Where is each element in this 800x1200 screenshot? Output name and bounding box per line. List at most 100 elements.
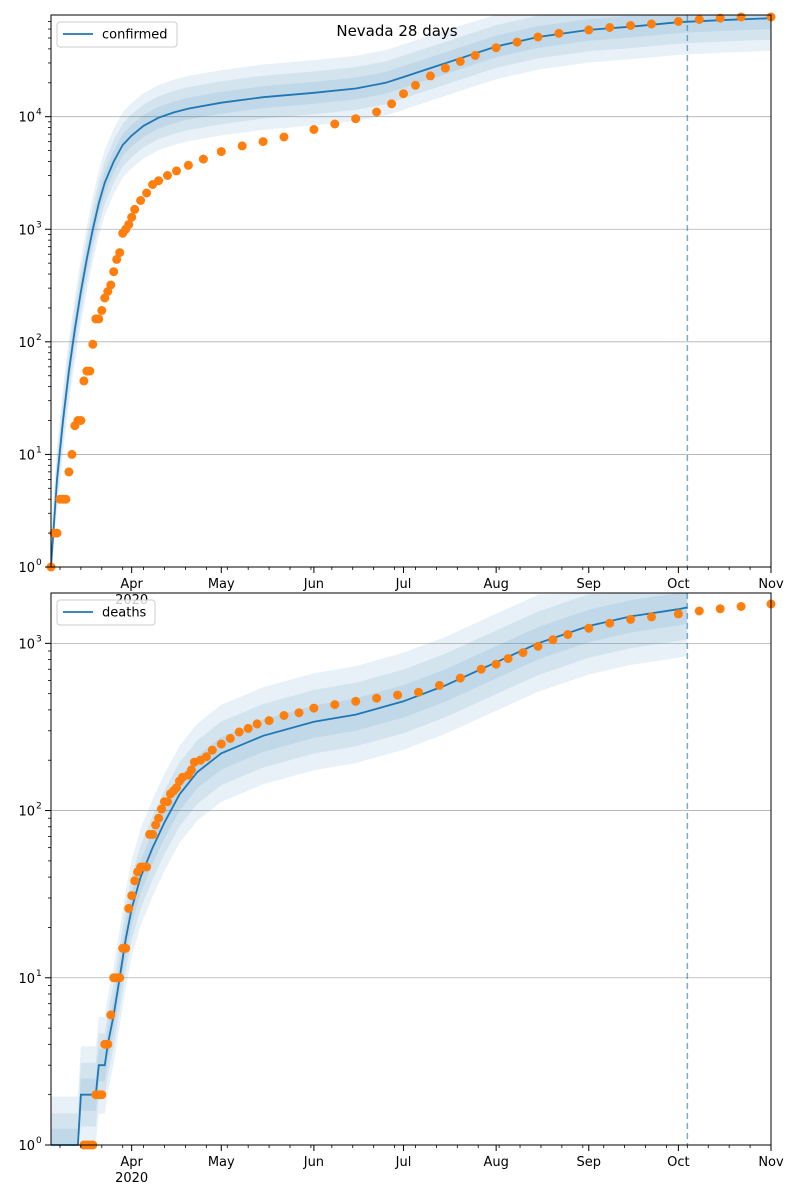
deaths-observed-point: [127, 891, 137, 901]
figure-title: Nevada 28 days: [336, 22, 457, 40]
confirmed-observed-point: [124, 220, 134, 230]
deaths-observed-point: [736, 602, 746, 611]
deaths-observed-point: [216, 739, 226, 749]
confirmed-observed-point: [64, 467, 74, 477]
deaths-observed-point: [309, 703, 319, 713]
confirmed-observed-point: [309, 125, 319, 134]
deaths-observed-point: [491, 659, 501, 669]
deaths-observed-point: [207, 745, 217, 755]
confirmed-legend-box: [56, 21, 178, 48]
confirmed-observed-point: [106, 280, 116, 290]
confirmed-axes: [50, 14, 772, 568]
deaths-observed-point: [563, 630, 573, 639]
deaths-observed-point: [103, 1039, 113, 1049]
deaths-observed-point: [157, 804, 166, 814]
confirmed-observed-point: [258, 137, 268, 147]
confirmed-observed-point: [440, 63, 450, 73]
deaths-observed-point: [234, 727, 244, 737]
deaths-observed-point: [414, 687, 423, 697]
deaths-observed-point: [294, 708, 304, 718]
deaths-observed-point: [351, 696, 361, 706]
deaths-observed-point: [124, 903, 134, 913]
deaths-observed-point: [106, 1010, 116, 1020]
confirmed-observed-point: [351, 114, 361, 124]
deaths-y-tick-exponent: 0: [36, 1136, 42, 1146]
confirmed-observed-point: [647, 19, 656, 29]
deaths-observed-point: [154, 813, 164, 823]
confirmed-observed-point: [411, 80, 420, 90]
confirmed-y-tick-label: 10: [18, 561, 35, 576]
confirmed-observed-point: [79, 376, 89, 386]
deaths-observed-point: [264, 716, 274, 726]
confirmed-band-2: [51, 15, 771, 567]
confirmed-observed-point: [136, 196, 146, 205]
confirmed-y-tick-exponent: 4: [36, 108, 42, 118]
confirmed-observed-point: [127, 212, 137, 222]
confirmed-observed-point: [163, 171, 172, 180]
deaths-observed-point: [584, 623, 594, 633]
confirmed-observed-point: [673, 17, 683, 26]
confirmed-gridlines: [51, 116, 771, 455]
confirmed-observed-point: [88, 339, 98, 349]
confirmed-observed-point: [109, 267, 119, 277]
deaths-observed-point: [130, 876, 140, 886]
confirmed-observed-point: [94, 314, 104, 324]
deaths-observed-points: [79, 599, 776, 1150]
deaths-band-0: [51, 593, 688, 1145]
confirmed-observed-point: [85, 366, 95, 376]
deaths-model-path: [51, 606, 688, 1146]
confirmed-y-tick-label: 10: [18, 336, 35, 351]
deaths-band-2: [51, 593, 688, 1145]
deaths-observed-point: [225, 733, 235, 743]
confirmed-x-tick-label: Jul: [395, 577, 412, 592]
confirmed-observed-point: [130, 204, 140, 214]
deaths-x-tick-label: Jun: [303, 1155, 324, 1170]
confirmed-x-tick-label: Apr: [120, 577, 143, 592]
confirmed-observed-point: [198, 154, 208, 164]
deaths-observed-point: [548, 635, 558, 645]
confirmed-observed-point: [52, 528, 62, 538]
confirmed-y-tick-exponent: 0: [36, 558, 42, 568]
confirmed-x-tick-label: Aug: [483, 577, 508, 592]
confirmed-observed-point: [279, 132, 289, 142]
deaths-band-1: [51, 593, 688, 1145]
deaths-x-tick-label: Oct: [667, 1155, 689, 1170]
confirmed-observed-point: [512, 37, 522, 47]
deaths-observed-point: [647, 612, 656, 622]
confirmed-observed-point: [533, 32, 543, 42]
confirmed-x-tick-label: May: [208, 577, 235, 592]
confirmed-observed-point: [142, 188, 152, 198]
deaths-observed-point: [503, 654, 513, 664]
deaths-y-tick-label: 10: [18, 972, 35, 987]
deaths-observed-point: [673, 609, 683, 619]
confirmed-observed-point: [425, 71, 435, 81]
confirmed-observed-point: [372, 107, 382, 117]
deaths-observed-point: [201, 752, 211, 762]
confirmed-observed-point: [584, 25, 594, 35]
deaths-axes: [50, 592, 772, 1146]
confirmed-observed-point: [715, 13, 725, 23]
deaths-legend-label: deaths: [102, 606, 147, 621]
confirmed-model-line: [50, 17, 772, 568]
confirmed-observed-point: [76, 416, 86, 425]
deaths-observed-point: [476, 664, 486, 674]
confirmed-observed-point: [115, 248, 125, 258]
deaths-x-tick-label: May: [208, 1155, 235, 1170]
confirmed-observed-point: [399, 89, 408, 99]
deaths-x-tick-label: Sep: [577, 1155, 602, 1170]
confirmed-observed-point: [626, 21, 636, 30]
deaths-observed-point: [243, 723, 253, 733]
confirmed-observed-point: [154, 176, 164, 186]
deaths-observed-point: [252, 719, 262, 729]
confirmed-observed-point: [216, 147, 226, 157]
confirmed-observed-point: [470, 50, 480, 60]
deaths-observed-point: [518, 648, 528, 658]
confirmed-y-tick-label: 10: [18, 448, 35, 463]
deaths-observed-point: [115, 973, 125, 983]
confirmed-observed-point: [554, 28, 564, 38]
deaths-y-tick-exponent: 2: [36, 802, 42, 812]
confirmed-observed-point: [183, 160, 193, 170]
